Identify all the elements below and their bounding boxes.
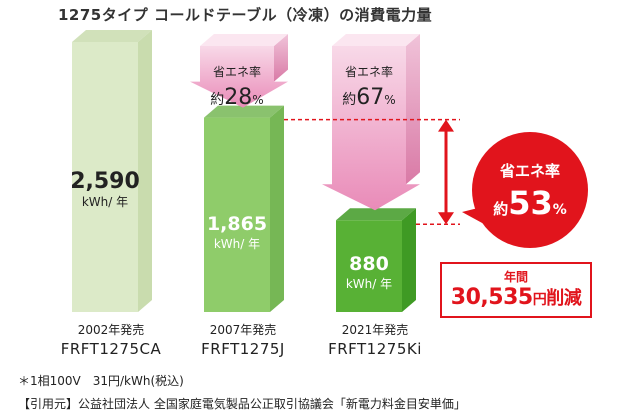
bar-unit-label: kWh/ 年 bbox=[82, 195, 128, 209]
difference-arrow-up-icon bbox=[438, 119, 454, 132]
arrow-side bbox=[274, 34, 288, 82]
annual-unit: 円 bbox=[532, 292, 547, 308]
footnote-source: 【引用元】公益社団法人 全国家庭電気製品公正取引協議会「新電力料金目安単価」 bbox=[18, 397, 466, 411]
bar-2 bbox=[204, 117, 270, 312]
bar-unit-label: kWh/ 年 bbox=[346, 277, 392, 291]
bar-value-label: 2,590 bbox=[70, 169, 140, 194]
arrow-top bbox=[332, 34, 420, 46]
arrow-rate-value: 約28% bbox=[210, 85, 263, 110]
bar-3 bbox=[336, 220, 402, 312]
bar-top bbox=[336, 208, 416, 221]
arrow-rate-value: 約67% bbox=[342, 85, 395, 110]
difference-arrow-down-icon bbox=[438, 212, 454, 225]
arrow-rate-label: 省エネ率 bbox=[213, 64, 261, 79]
bar-unit-label: kWh/ 年 bbox=[214, 237, 260, 251]
annual-value-line: 30,535円削減 bbox=[442, 285, 590, 313]
bar-side bbox=[402, 208, 416, 312]
annual-label: 年間 bbox=[503, 270, 528, 284]
annual-saving-box: 年間 30,535円削減 bbox=[440, 262, 592, 318]
category-year-label: 2007年発売 bbox=[210, 322, 277, 337]
annual-tail: 削減 bbox=[546, 288, 582, 309]
category-model-label: FRFT1275CA bbox=[61, 340, 162, 358]
down-arrow-icon bbox=[322, 46, 420, 211]
bar-value-label: 880 bbox=[349, 253, 389, 275]
category-model-label: FRFT1275J bbox=[201, 340, 285, 358]
category-year-label: 2021年発売 bbox=[342, 322, 409, 337]
bar-top bbox=[72, 30, 152, 42]
footnote-electricity: ＊1相100V 31円/kWh(税込) bbox=[18, 374, 184, 388]
down-arrow-icon bbox=[190, 46, 288, 108]
bar-top bbox=[204, 105, 284, 118]
category-model-label: FRFT1275Ki bbox=[328, 340, 422, 358]
bar-value-label: 1,865 bbox=[207, 213, 267, 235]
highlight-circle bbox=[472, 132, 588, 248]
highlight-rate-label: 省エネ率 bbox=[499, 162, 560, 180]
bar-side bbox=[270, 105, 284, 312]
highlight-rate-value: 約53% bbox=[493, 184, 567, 222]
arrow-rate-label: 省エネ率 bbox=[345, 64, 393, 79]
chart-title: 1275タイプ コールドテーブル（冷凍）の消費電力量 bbox=[58, 6, 433, 24]
bar-side bbox=[138, 30, 152, 312]
category-year-label: 2002年発売 bbox=[78, 322, 145, 337]
bar-1 bbox=[72, 42, 138, 312]
arrow-side bbox=[406, 34, 420, 185]
arrow-top bbox=[200, 34, 288, 46]
annual-value: 30,535 bbox=[450, 285, 533, 310]
